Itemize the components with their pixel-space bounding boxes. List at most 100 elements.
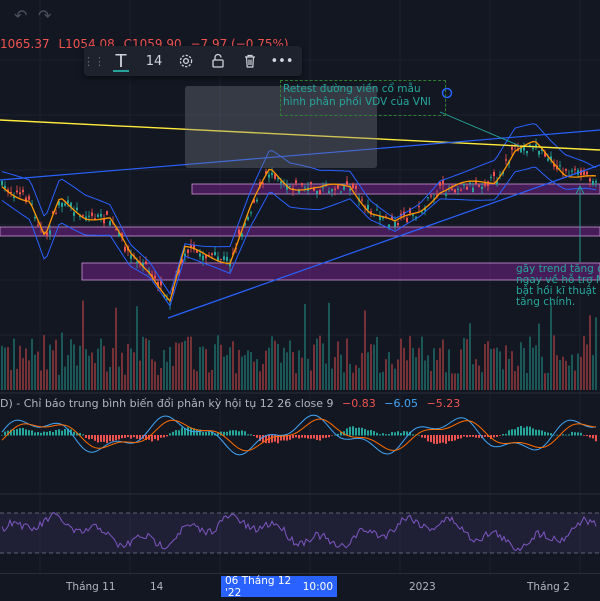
support-zone-middle[interactable] <box>0 226 600 237</box>
candle-body <box>514 144 516 146</box>
macd-histogram-bar <box>364 429 366 436</box>
support-zone-lower[interactable] <box>81 262 600 281</box>
candle-body <box>178 269 180 275</box>
candle-body <box>22 189 24 193</box>
candle-body <box>421 211 423 213</box>
undo-icon[interactable]: ↶ <box>14 6 28 25</box>
macd-histogram-bar <box>337 433 339 436</box>
volume-bar <box>181 342 183 390</box>
volume-bar <box>244 355 246 390</box>
macd-title: D) - Chỉ báo trung bình biến đổi phân kỳ… <box>0 397 334 410</box>
macd-histogram-bar <box>151 435 153 442</box>
volume-bar <box>13 338 15 390</box>
candle-body <box>289 186 291 188</box>
candle-body <box>202 255 204 261</box>
gear-icon[interactable] <box>170 46 202 76</box>
candle-body <box>484 182 486 186</box>
font-size-button[interactable]: 14 <box>145 53 163 69</box>
volume-bar <box>148 340 150 390</box>
macd-histogram-bar <box>205 431 207 436</box>
resistance-zone-upper[interactable] <box>191 183 600 195</box>
macd-histogram-bar <box>1 434 3 436</box>
macd-histogram-bar <box>265 435 267 444</box>
volume-bar <box>583 336 585 390</box>
volume-bar <box>463 337 465 390</box>
volume-bar <box>553 335 555 390</box>
volume-bar <box>487 341 489 390</box>
trend-annotation[interactable]: gãy trend tăng c ngay về hỗ trợ M bật hồ… <box>516 264 600 308</box>
volume-bar <box>19 345 21 390</box>
volume-bar <box>529 336 531 390</box>
macd-histogram-bar <box>289 435 291 440</box>
volume-bar <box>526 373 528 390</box>
candle-body <box>538 151 540 155</box>
retest-annotation[interactable]: Retest đường viền cổ mẫu hình phân phối … <box>280 80 446 116</box>
more-dots-icon[interactable]: ••• <box>270 53 294 69</box>
volume-bar <box>457 373 459 390</box>
candle-body <box>250 212 252 214</box>
candle-body <box>61 202 63 207</box>
volume-bar <box>124 374 126 390</box>
volume-bar <box>421 336 423 390</box>
candle-body <box>334 188 336 190</box>
macd-histogram-bar <box>130 435 132 439</box>
volume-bar <box>34 354 36 390</box>
candle-body <box>424 207 426 211</box>
macd-histogram-bar <box>7 430 9 436</box>
macd-histogram-bar <box>466 435 468 438</box>
candle-body <box>295 180 297 183</box>
volume-bar <box>22 358 24 390</box>
candle-body <box>16 190 18 193</box>
macd-histogram-bar <box>430 435 432 443</box>
volume-bar <box>121 352 123 390</box>
annotation-anchor-dot[interactable] <box>441 87 453 99</box>
candle-body <box>595 181 597 183</box>
volume-bar <box>481 372 483 390</box>
redo-icon[interactable]: ↷ <box>38 6 52 25</box>
volume-bar <box>238 349 240 390</box>
candle-body <box>148 270 150 273</box>
macd-histogram-bar <box>178 430 180 436</box>
volume-bar <box>4 347 6 390</box>
macd-histogram-bar <box>490 435 492 439</box>
candle-body <box>454 189 456 193</box>
candle-body <box>103 218 105 224</box>
macd-histogram-bar <box>451 435 453 442</box>
macd-histogram-bar <box>31 430 33 436</box>
candle-body <box>499 174 501 176</box>
candle-body <box>73 212 75 216</box>
macd-histogram-bar <box>25 429 27 436</box>
volume-bar <box>523 348 525 390</box>
volume-bar <box>442 339 444 390</box>
blue-lower-trendline[interactable] <box>167 164 600 319</box>
macd-histogram-bar <box>433 435 435 444</box>
volume-bar <box>112 348 114 390</box>
candle-body <box>19 192 21 195</box>
macd-histogram-bar <box>532 428 534 436</box>
volume-bar <box>229 347 231 390</box>
grip-icon[interactable]: ⋮⋮ <box>83 54 105 68</box>
text-tool-icon[interactable]: T <box>104 46 138 76</box>
volume-bar <box>493 348 495 390</box>
volume-bar <box>157 374 159 390</box>
macd-histogram-bar <box>61 430 63 436</box>
blue-upper-trendline[interactable] <box>0 129 600 181</box>
candle-body <box>259 182 261 187</box>
macd-histogram-bar <box>232 430 234 436</box>
candle-body <box>460 189 462 191</box>
time-axis[interactable]: Tháng 11 14 2023 Tháng 2 06 Tháng 12 '22… <box>0 573 600 601</box>
trash-icon[interactable] <box>234 46 266 76</box>
macd-histogram-bar <box>175 430 177 436</box>
candle-body <box>337 184 339 189</box>
volume-bar <box>292 352 294 390</box>
macd-histogram-bar <box>91 435 93 439</box>
candle-body <box>409 208 411 214</box>
unlock-icon[interactable] <box>202 46 234 76</box>
volume-bar <box>460 349 462 390</box>
yellow-trendline[interactable] <box>0 119 600 151</box>
volume-bar <box>433 348 435 390</box>
candle-body <box>262 182 264 184</box>
candle-body <box>142 263 144 268</box>
candle-body <box>475 180 477 185</box>
